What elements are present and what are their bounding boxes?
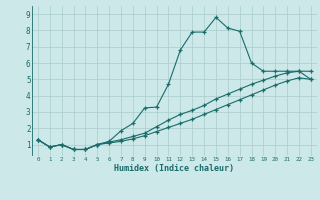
X-axis label: Humidex (Indice chaleur): Humidex (Indice chaleur) (115, 164, 234, 173)
